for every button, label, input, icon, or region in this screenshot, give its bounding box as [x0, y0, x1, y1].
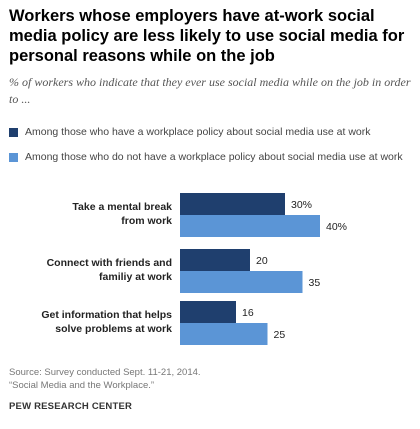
legend-swatch-without-policy: [9, 153, 18, 162]
legend-item-without-policy: Among those who do not have a workplace …: [9, 150, 409, 182]
bar-with-policy: [180, 301, 236, 323]
category-label: solve problems at work: [55, 323, 172, 335]
report-title: “Social Media and the Workplace.”: [9, 380, 155, 391]
bar-chart: Take a mental break from work 30% 40% Connec…: [41, 193, 347, 345]
bar-without-policy: [180, 323, 268, 345]
bar-with-policy: [180, 193, 285, 215]
category-label: from work: [121, 215, 172, 227]
legend-item-with-policy: Among those who have a workplace policy …: [9, 125, 409, 141]
organization-name: PEW RESEARCH CENTER: [9, 401, 133, 412]
value-label: 16: [242, 307, 254, 319]
bar-without-policy: [180, 215, 320, 237]
bar-with-policy: [180, 249, 250, 271]
source-note: Source: Survey conducted Sept. 11-21, 20…: [9, 367, 201, 378]
value-label: 20: [256, 255, 268, 267]
legend-label-with-policy: Among those who have a workplace policy …: [25, 126, 371, 138]
legend-label-without-policy: Among those who do not have a workplace …: [25, 151, 403, 163]
chart-subtitle: % of workers who indicate that they ever…: [9, 75, 411, 106]
legend-swatch-with-policy: [9, 128, 18, 137]
value-label: 30%: [291, 199, 312, 211]
category-label: Take a mental break: [72, 201, 172, 213]
chart-title: Workers whose employers have at-work soc…: [9, 7, 405, 65]
value-label: 40%: [326, 221, 347, 233]
value-label: 25: [274, 329, 286, 341]
bar-without-policy: [180, 271, 303, 293]
category-label: Connect with friends and: [47, 257, 172, 269]
category-label: Get information that helps: [41, 309, 172, 321]
value-label: 35: [309, 277, 321, 289]
category-label: familiy at work: [99, 271, 172, 283]
